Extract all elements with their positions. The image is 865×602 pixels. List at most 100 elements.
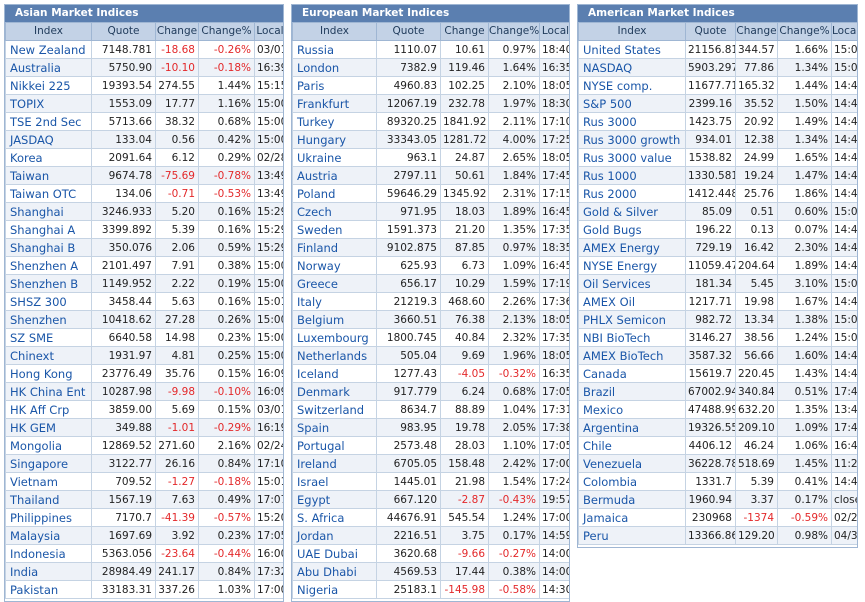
cell-local-time: 16:45 — [539, 256, 569, 275]
cell-index-name[interactable]: Sweden — [292, 220, 377, 239]
cell-index-name[interactable]: Poland — [292, 184, 377, 203]
cell-index-name[interactable]: Belgium — [292, 310, 377, 329]
cell-index-name[interactable]: Hong Kong — [5, 364, 92, 383]
cell-index-name[interactable]: HK China Ent — [5, 382, 92, 401]
cell-index-name[interactable]: Gold Bugs — [578, 220, 686, 239]
cell-index-name[interactable]: Shenzhen — [5, 310, 92, 329]
cell-index-name[interactable]: Rus 2000 — [578, 184, 686, 203]
cell-index-name[interactable]: NBI BioTech — [578, 328, 686, 347]
cell-index-name[interactable]: Denmark — [292, 382, 377, 401]
cell-index-name[interactable]: Rus 3000 — [578, 112, 686, 131]
cell-index-name[interactable]: Rus 3000 value — [578, 148, 686, 167]
cell-index-name[interactable]: JASDAQ — [5, 130, 92, 149]
cell-index-name[interactable]: Brazil — [578, 382, 686, 401]
cell-index-name[interactable]: Ireland — [292, 454, 377, 473]
cell-index-name[interactable]: Nigeria — [292, 580, 377, 599]
cell-change-pct: 1.45% — [777, 454, 832, 473]
cell-index-name[interactable]: NASDAQ — [578, 58, 686, 77]
cell-index-name[interactable]: Turkey — [292, 112, 377, 131]
cell-index-name[interactable]: NYSE comp. — [578, 76, 686, 95]
cell-quote: 3246.933 — [91, 202, 156, 221]
cell-index-name[interactable]: Jamaica — [578, 508, 686, 527]
cell-index-name[interactable]: Pakistan — [5, 580, 92, 599]
cell-index-name[interactable]: SHSZ 300 — [5, 292, 92, 311]
cell-index-name[interactable]: Rus 3000 growth — [578, 130, 686, 149]
cell-quote: 10418.62 — [91, 310, 156, 329]
cell-index-name[interactable]: Hungary — [292, 130, 377, 149]
cell-index-name[interactable]: PHLX Semicon — [578, 310, 686, 329]
cell-index-name[interactable]: Paris — [292, 76, 377, 95]
cell-index-name[interactable]: Czech — [292, 202, 377, 221]
cell-index-name[interactable]: Nikkei 225 — [5, 76, 92, 95]
cell-index-name[interactable]: Bermuda — [578, 490, 686, 509]
cell-index-name[interactable]: Thailand — [5, 490, 92, 509]
cell-index-name[interactable]: Peru — [578, 526, 686, 545]
cell-local-time: 16:35 — [539, 58, 569, 77]
cell-index-name[interactable]: Norway — [292, 256, 377, 275]
cell-index-name[interactable]: Rus 1000 — [578, 166, 686, 185]
cell-index-name[interactable]: Egypt — [292, 490, 377, 509]
cell-index-name[interactable]: Finland — [292, 238, 377, 257]
cell-index-name[interactable]: Korea — [5, 148, 92, 167]
cell-index-name[interactable]: Vietnam — [5, 472, 92, 491]
cell-index-name[interactable]: Israel — [292, 472, 377, 491]
cell-index-name[interactable]: NYSE Energy — [578, 256, 686, 275]
cell-index-name[interactable]: Iceland — [292, 364, 377, 383]
cell-index-name[interactable]: Mexico — [578, 400, 686, 419]
cell-local-time: 14:48 — [831, 76, 857, 95]
cell-index-name[interactable]: Netherlands — [292, 346, 377, 365]
cell-index-name[interactable]: Colombia — [578, 472, 686, 491]
cell-index-name[interactable]: Malaysia — [5, 526, 92, 545]
cell-local-time: 13:49 — [254, 166, 283, 185]
cell-index-name[interactable]: Luxembourg — [292, 328, 377, 347]
cell-index-name[interactable]: Venezuela — [578, 454, 686, 473]
cell-index-name[interactable]: United States — [578, 40, 686, 59]
cell-index-name[interactable]: Jordan — [292, 526, 377, 545]
cell-index-name[interactable]: Portugal — [292, 436, 377, 455]
cell-index-name[interactable]: Singapore — [5, 454, 92, 473]
cell-index-name[interactable]: HK Aff Crp — [5, 400, 92, 419]
cell-index-name[interactable]: TOPIX — [5, 94, 92, 113]
cell-index-name[interactable]: New Zealand — [5, 40, 92, 59]
cell-index-name[interactable]: Taiwan — [5, 166, 92, 185]
cell-index-name[interactable]: AMEX Energy — [578, 238, 686, 257]
cell-index-name[interactable]: Greece — [292, 274, 377, 293]
cell-index-name[interactable]: S&P 500 — [578, 94, 686, 113]
cell-index-name[interactable]: Italy — [292, 292, 377, 311]
cell-index-name[interactable]: Canada — [578, 364, 686, 383]
cell-index-name[interactable]: UAE Dubai — [292, 544, 377, 563]
cell-index-name[interactable]: Philippines — [5, 508, 92, 527]
cell-index-name[interactable]: AMEX BioTech — [578, 346, 686, 365]
cell-index-name[interactable]: HK GEM — [5, 418, 92, 437]
cell-index-name[interactable]: London — [292, 58, 377, 77]
cell-index-name[interactable]: S. Africa — [292, 508, 377, 527]
cell-index-name[interactable]: Chile — [578, 436, 686, 455]
cell-index-name[interactable]: Australia — [5, 58, 92, 77]
cell-index-name[interactable]: Ukraine — [292, 148, 377, 167]
cell-index-name[interactable]: Mongolia — [5, 436, 92, 455]
cell-index-name[interactable]: Switzerland — [292, 400, 377, 419]
cell-index-name[interactable]: Taiwan OTC — [5, 184, 92, 203]
cell-index-name[interactable]: AMEX Oil — [578, 292, 686, 311]
col-header-change-pct: Change% — [777, 22, 832, 41]
cell-index-name[interactable]: Spain — [292, 418, 377, 437]
cell-index-name[interactable]: Shanghai B — [5, 238, 92, 257]
cell-index-name[interactable]: Abu Dhabi — [292, 562, 377, 581]
cell-index-name[interactable]: TSE 2nd Sec — [5, 112, 92, 131]
cell-index-name[interactable]: Oil Services — [578, 274, 686, 293]
cell-local-time: 14:59 — [539, 526, 569, 545]
cell-index-name[interactable]: Russia — [292, 40, 377, 59]
cell-index-name[interactable]: Indonesia — [5, 544, 92, 563]
cell-index-name[interactable]: Argentina — [578, 418, 686, 437]
cell-index-name[interactable]: Chinext — [5, 346, 92, 365]
cell-index-name[interactable]: India — [5, 562, 92, 581]
cell-index-name[interactable]: Shanghai A — [5, 220, 92, 239]
cell-index-name[interactable]: Shenzhen B — [5, 274, 92, 293]
cell-index-name[interactable]: Austria — [292, 166, 377, 185]
cell-index-name[interactable]: Shanghai — [5, 202, 92, 221]
cell-index-name[interactable]: Frankfurt — [292, 94, 377, 113]
cell-index-name[interactable]: Shenzhen A — [5, 256, 92, 275]
cell-index-name[interactable]: Gold & Silver — [578, 202, 686, 221]
cell-index-name[interactable]: SZ SME — [5, 328, 92, 347]
